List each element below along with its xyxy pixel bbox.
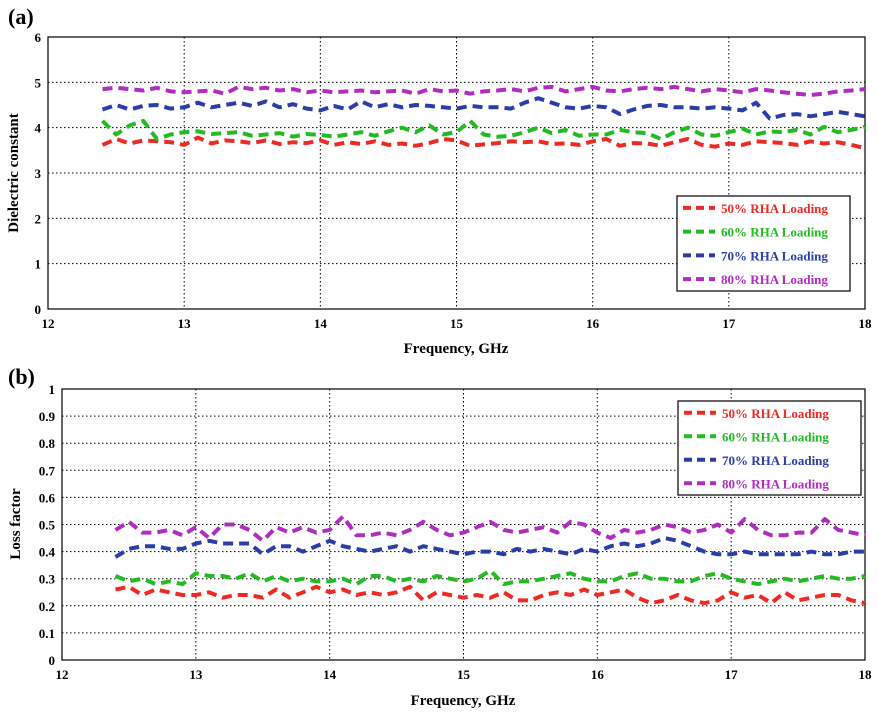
panel-b-y-tick-label: 0.1 <box>39 626 55 641</box>
panel-b-y-axis-title: Loss factor <box>8 488 24 560</box>
panel-b-x-tick-label: 18 <box>859 667 873 682</box>
panel-a-series-line-3 <box>101 96 866 121</box>
panel-b-legend-label-1: 50% RHA Loading <box>722 406 829 421</box>
panel-b-y-tick-label: 1 <box>49 382 56 397</box>
panel-b-x-tick-label: 16 <box>591 667 605 682</box>
panel-a-y-tick-label: 4 <box>35 121 42 136</box>
panel-b-x-tick-label: 13 <box>189 667 203 682</box>
panel-b-legend-label-4: 80% RHA Loading <box>722 476 829 491</box>
panel-b-tick-labels: 12 13 14 15 16 17 18 0 0.1 0.2 0.3 0.4 0.5 0.6 0.7 0.8 0… <box>39 382 872 682</box>
panel-b-x-tick-label: 17 <box>725 667 739 682</box>
panel-a-y-axis-title: Dielectric constant <box>6 113 22 233</box>
panel-a-label: (a) <box>8 4 34 29</box>
panel-b-y-tick-label: 0.4 <box>39 545 56 560</box>
panel-a-legend-box <box>676 195 851 292</box>
panel-b-label: (b) <box>8 364 35 389</box>
panel-b-x-tick-label: 12 <box>56 667 69 682</box>
panel-a-series-group <box>101 84 866 151</box>
panel-b-legend-box <box>677 400 862 496</box>
panel-a-x-tick-label: 18 <box>859 316 873 331</box>
panel-b-y-tick-label: 0.8 <box>39 436 56 451</box>
panel-b-y-tick-label: 0.9 <box>39 409 56 424</box>
panel-a-y-tick-label: 0 <box>35 302 42 317</box>
panel-a-y-tick-label: 3 <box>35 166 42 181</box>
panel-b-series-line-2 <box>114 568 866 587</box>
panel-b-series-line-1 <box>115 584 866 606</box>
panel-b-y-tick-label: 0.2 <box>39 599 55 614</box>
panel-b-series-group <box>114 514 866 606</box>
panel-b-series-line-3 <box>114 536 865 559</box>
panel-a-series-line-1 <box>101 135 866 151</box>
panel-a-x-tick-label: 13 <box>178 316 192 331</box>
panel-b-legend: 50% RHA Loading 60% RHA Loading 70% RHA Lo… <box>677 400 862 496</box>
panel-a-y-tick-label: 1 <box>35 257 42 272</box>
panel-b-series-line-4 <box>114 514 866 543</box>
panel-a-legend-label-3: 70% RHA Loading <box>721 248 828 263</box>
panel-b-x-tick-label: 14 <box>323 667 337 682</box>
panel-b-y-tick-label: 0.7 <box>39 463 56 478</box>
panel-a-series-line-4 <box>102 84 866 97</box>
panel-a-y-tick-label: 5 <box>35 75 42 90</box>
panel-a-x-tick-label: 17 <box>722 316 736 331</box>
panel-a-legend-label-4: 80% RHA Loading <box>721 272 828 287</box>
panel-a-x-tick-label: 16 <box>586 316 600 331</box>
panel-b-plot-frame <box>61 388 866 661</box>
panel-b-y-tick-label: 0.5 <box>39 518 56 533</box>
panel-a-y-tick-label: 6 <box>35 30 42 45</box>
panel-b-y-tick-label: 0.3 <box>39 572 56 587</box>
panel-a-series-line-2 <box>101 118 866 141</box>
panel-a-plot-frame <box>47 36 866 310</box>
panel-b-x-tick-label: 15 <box>457 667 471 682</box>
panel-a-x-tick-label: 15 <box>450 316 464 331</box>
panel-b-legend-label-3: 70% RHA Loading <box>722 453 829 468</box>
panel-a-x-axis-title: Frequency, GHz <box>404 341 509 357</box>
panel-a-x-tick-label: 14 <box>314 316 328 331</box>
panel-b-x-axis-title: Frequency, GHz <box>411 693 516 709</box>
panel-a-legend: 50% RHA Loading 60% RHA Loading 70% RHA Lo… <box>676 195 851 292</box>
panel-b-loss-factor-chart: (b) 12 13 14 15 16 17 18 0 0.1 0.2 0.3 0.4 0.5 0.6 0.7… <box>8 364 872 709</box>
panel-b-y-tick-label: 0 <box>49 653 56 668</box>
panel-a-legend-label-1: 50% RHA Loading <box>721 201 828 216</box>
panel-b-legend-label-2: 60% RHA Loading <box>722 429 829 444</box>
panel-b-y-tick-label: 0.6 <box>39 490 56 505</box>
panel-a-legend-label-2: 60% RHA Loading <box>721 225 828 240</box>
panel-a-x-tick-label: 12 <box>42 316 55 331</box>
panel-a-y-tick-label: 2 <box>35 211 42 226</box>
